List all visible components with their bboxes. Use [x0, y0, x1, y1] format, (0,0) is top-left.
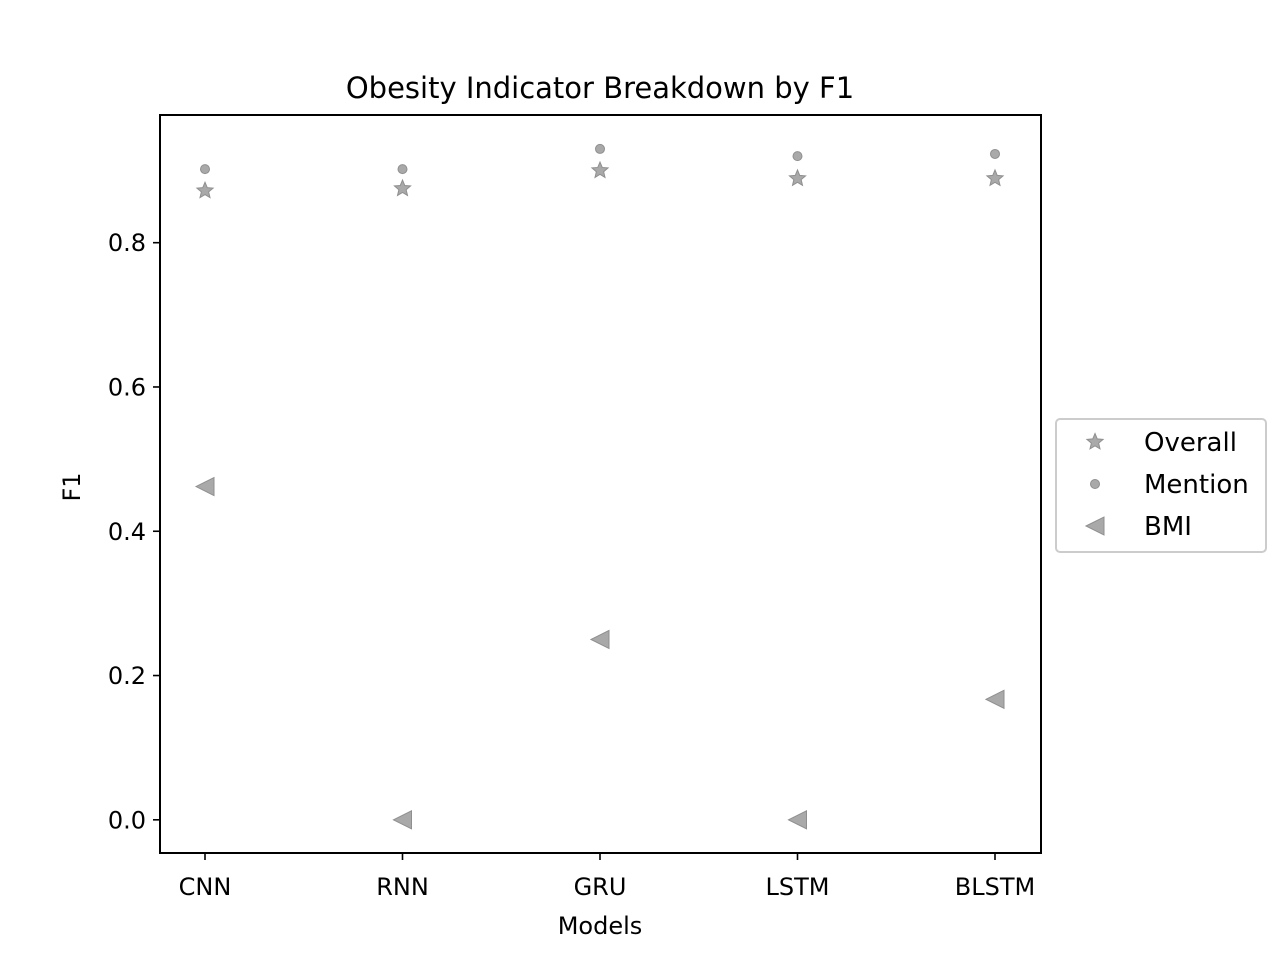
y-tick-label: 0.2 — [108, 662, 146, 690]
legend-label-mention: Mention — [1144, 470, 1249, 500]
point-mention — [397, 164, 408, 175]
point-bmi — [589, 629, 610, 650]
x-tick-label: BLSTM — [955, 873, 1035, 901]
point-mention — [792, 151, 803, 162]
legend: Overall Mention BMI — [1055, 418, 1267, 553]
y-tick-label: 0.8 — [108, 229, 146, 257]
y-tick-label: 0.4 — [108, 518, 146, 546]
data-points — [194, 143, 1005, 830]
legend-marker-bmi — [1084, 516, 1105, 536]
chart-title: Obesity Indicator Breakdown by F1 — [346, 71, 854, 105]
x-tick-label: RNN — [376, 873, 429, 901]
x-tick-label: CNN — [179, 873, 232, 901]
legend-item-bmi: BMI — [1084, 512, 1192, 542]
point-overall — [393, 178, 412, 197]
point-bmi — [194, 476, 215, 497]
y-axis: 0.0 0.2 0.4 0.6 0.8 — [108, 229, 160, 834]
legend-marker-mention — [1090, 479, 1100, 489]
legend-marker-overall — [1085, 432, 1105, 450]
point-overall — [788, 168, 807, 187]
point-bmi — [984, 689, 1005, 710]
point-overall — [195, 180, 215, 199]
point-mention — [990, 148, 1000, 159]
y-tick-label: 0.0 — [108, 806, 146, 834]
x-axis-label: Models — [558, 912, 643, 940]
y-axis-label: F1 — [58, 472, 86, 501]
x-tick-label: LSTM — [766, 873, 830, 901]
x-tick-label: GRU — [574, 873, 627, 901]
point-overall — [590, 160, 610, 179]
point-overall — [985, 168, 1005, 187]
legend-label-bmi: BMI — [1144, 512, 1192, 542]
point-bmi — [787, 810, 807, 830]
point-bmi — [392, 810, 412, 830]
legend-item-overall: Overall — [1085, 428, 1237, 458]
point-mention — [200, 164, 210, 175]
legend-item-mention: Mention — [1090, 470, 1249, 500]
x-axis: CNN RNN GRU LSTM BLSTM — [179, 853, 1035, 901]
legend-frame — [1055, 418, 1267, 553]
point-mention — [595, 143, 605, 154]
y-tick-label: 0.6 — [108, 373, 146, 401]
legend-label-overall: Overall — [1144, 428, 1237, 458]
